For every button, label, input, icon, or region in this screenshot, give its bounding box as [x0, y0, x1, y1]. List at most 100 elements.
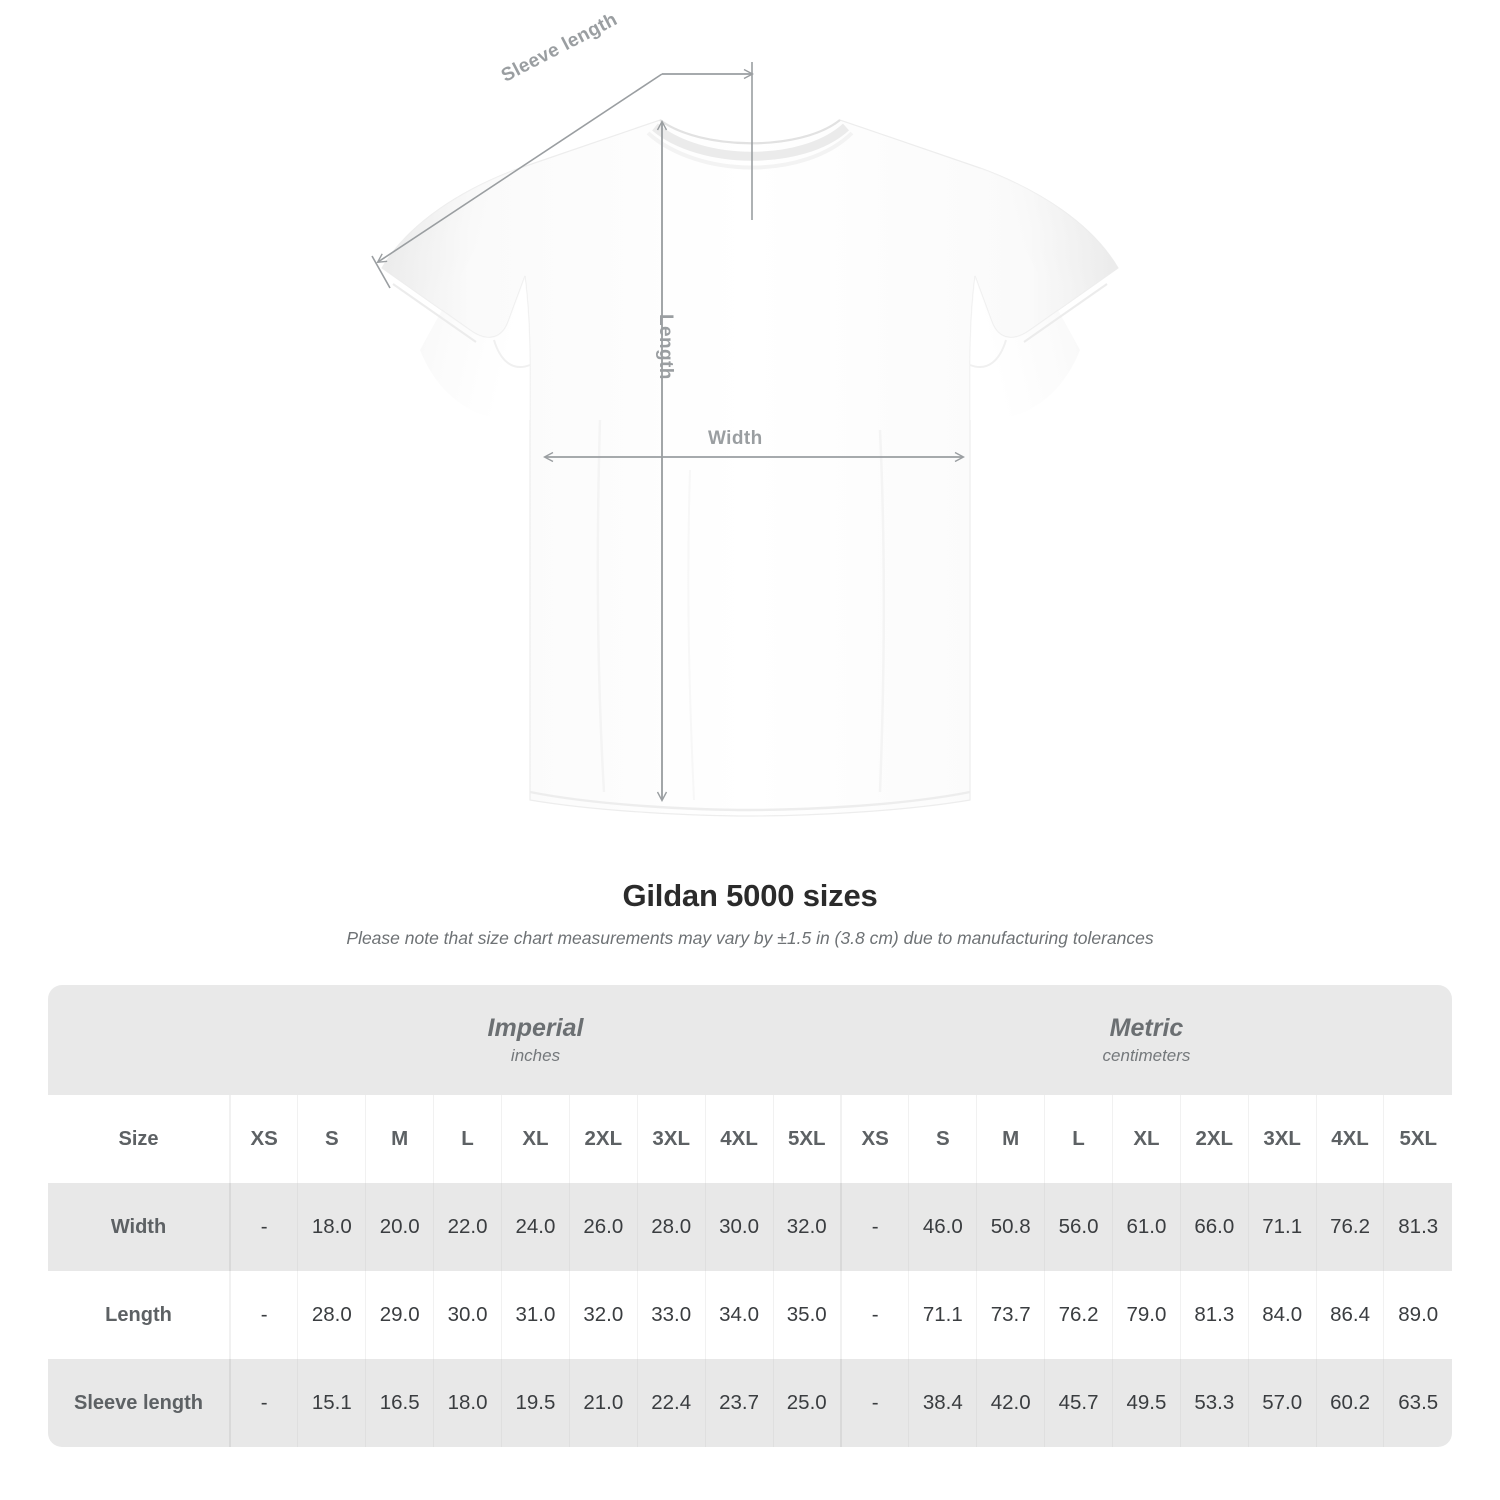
sleeve-tick-end: [371, 255, 391, 289]
cell-length-metric-xs: -: [839, 1271, 909, 1359]
cell-sleeve-length-imperial-l: 18.0: [433, 1359, 502, 1447]
cell-length-imperial-s: 28.0: [297, 1271, 366, 1359]
size-header-imperial-xl: XL: [501, 1095, 570, 1183]
size-corner-label: Size: [48, 1095, 230, 1183]
cell-width-imperial-l: 22.0: [433, 1183, 502, 1271]
cell-sleeve-length-metric-xs: -: [839, 1359, 909, 1447]
cell-length-imperial-4xl: 34.0: [704, 1271, 773, 1359]
cell-sleeve-length-metric-s: 38.4: [908, 1359, 977, 1447]
cell-length-metric-2xl: 81.3: [1179, 1271, 1249, 1359]
cell-length-imperial-m: 29.0: [365, 1271, 434, 1359]
size-header-imperial-2xl: 2XL: [568, 1095, 638, 1183]
cell-length-metric-4xl: 86.4: [1315, 1271, 1384, 1359]
cell-sleeve-length-metric-4xl: 60.2: [1315, 1359, 1384, 1447]
cell-width-metric-s: 46.0: [908, 1183, 977, 1271]
cell-sleeve-length-imperial-3xl: 22.4: [636, 1359, 706, 1447]
cell-length-imperial-2xl: 32.0: [568, 1271, 638, 1359]
cell-length-metric-m: 73.7: [976, 1271, 1045, 1359]
tshirt-measurement-diagram: Sleeve length Length Width: [371, 9, 1119, 817]
size-header-metric-5xl: 5XL: [1383, 1095, 1452, 1183]
cell-sleeve-length-imperial-2xl: 21.0: [568, 1359, 638, 1447]
size-table-body: Width -18.0 20.0 22.0 24.0 26.0 28.0 30.0 32.0-4…: [48, 1183, 1452, 1447]
size-header-metric-3xl: 3XL: [1247, 1095, 1317, 1183]
table-row: Length -28.0 29.0 30.0 31.0 32.0 33.0 34.0 35.0-…: [48, 1271, 1452, 1359]
cell-width-imperial-5xl: 32.0: [772, 1183, 841, 1271]
row-label-length: Length: [48, 1271, 230, 1359]
size-header-metric-2xl: 2XL: [1179, 1095, 1249, 1183]
row-label-width: Width: [48, 1183, 230, 1271]
row-label-sleeve-length: Sleeve length: [48, 1359, 230, 1447]
size-header-imperial-4xl: 4XL: [704, 1095, 773, 1183]
size-header-imperial-xs: XS: [229, 1095, 298, 1183]
size-header-metric-xl: XL: [1111, 1095, 1181, 1183]
table-row: Width -18.0 20.0 22.0 24.0 26.0 28.0 30.0 32.0-4…: [48, 1183, 1452, 1271]
size-header-imperial-m: M: [365, 1095, 434, 1183]
cell-sleeve-length-imperial-5xl: 25.0: [772, 1359, 841, 1447]
page-title: Gildan 5000 sizes: [622, 878, 878, 913]
cell-sleeve-length-imperial-xl: 19.5: [501, 1359, 570, 1447]
unit-sub-imperial: inches: [510, 1045, 561, 1065]
cell-width-imperial-xs: -: [229, 1183, 298, 1271]
sleeve-length-arrow: [376, 73, 663, 264]
dimension-lines: [371, 62, 965, 802]
size-chart-table: Imperial inches Metric centimeters Size X…: [48, 985, 1452, 1447]
unit-name-imperial: Imperial: [487, 1014, 584, 1043]
size-header-metric-xs: XS: [839, 1095, 909, 1183]
unit-header-spacer: [48, 985, 230, 1095]
size-header-metric-s: S: [908, 1095, 977, 1183]
cell-width-metric-4xl: 76.2: [1315, 1183, 1384, 1271]
cell-width-metric-xs: -: [839, 1183, 909, 1271]
cell-width-imperial-xl: 24.0: [501, 1183, 570, 1271]
cell-length-imperial-l: 30.0: [433, 1271, 502, 1359]
cell-length-imperial-5xl: 35.0: [772, 1271, 841, 1359]
cell-sleeve-length-metric-3xl: 57.0: [1247, 1359, 1317, 1447]
cell-length-metric-xl: 79.0: [1111, 1271, 1181, 1359]
cell-sleeve-length-metric-xl: 49.5: [1111, 1359, 1181, 1447]
table-row: Sleeve length -15.1 16.5 18.0 19.5 21.0 22.4 23…: [48, 1359, 1452, 1447]
cell-width-imperial-3xl: 28.0: [636, 1183, 706, 1271]
cell-width-imperial-2xl: 26.0: [568, 1183, 638, 1271]
unit-sub-metric: centimeters: [1102, 1045, 1191, 1065]
cell-sleeve-length-imperial-m: 16.5: [365, 1359, 434, 1447]
unit-name-metric: Metric: [1109, 1014, 1184, 1043]
cell-length-metric-3xl: 84.0: [1247, 1271, 1317, 1359]
tolerance-note: Please note that size chart measurements…: [346, 928, 1154, 948]
cell-length-imperial-xl: 31.0: [501, 1271, 570, 1359]
size-header-imperial-s: S: [297, 1095, 366, 1183]
cell-width-metric-3xl: 71.1: [1247, 1183, 1317, 1271]
size-header-row: Size XS S M L XL 2XL 3XL 4XL 5XL XS S M L XL 2XL 3XL 4XL 5…: [48, 1095, 1452, 1183]
cell-sleeve-length-metric-m: 42.0: [976, 1359, 1045, 1447]
cell-length-metric-5xl: 89.0: [1383, 1271, 1452, 1359]
tshirt-body-shape: [381, 119, 1119, 817]
cell-width-metric-5xl: 81.3: [1383, 1183, 1452, 1271]
cell-length-metric-s: 71.1: [908, 1271, 977, 1359]
cell-width-metric-xl: 61.0: [1111, 1183, 1181, 1271]
width-dimension-label: Width: [708, 428, 763, 449]
cell-width-metric-2xl: 66.0: [1179, 1183, 1249, 1271]
unit-header-metric: Metric centimeters: [840, 985, 1452, 1095]
unit-header-imperial: Imperial inches: [230, 985, 841, 1095]
cell-width-imperial-m: 20.0: [365, 1183, 434, 1271]
cell-width-imperial-s: 18.0: [297, 1183, 366, 1271]
size-header-imperial-l: L: [433, 1095, 502, 1183]
cell-sleeve-length-imperial-xs: -: [229, 1359, 298, 1447]
size-header-imperial-5xl: 5XL: [772, 1095, 841, 1183]
unit-header-row: Imperial inches Metric centimeters: [48, 985, 1452, 1095]
cell-width-metric-m: 50.8: [976, 1183, 1045, 1271]
cell-sleeve-length-metric-l: 45.7: [1044, 1359, 1113, 1447]
cell-width-metric-l: 56.0: [1044, 1183, 1113, 1271]
cell-length-imperial-3xl: 33.0: [636, 1271, 706, 1359]
size-header-metric-m: M: [976, 1095, 1045, 1183]
cell-sleeve-length-imperial-4xl: 23.7: [704, 1359, 773, 1447]
size-header-metric-4xl: 4XL: [1315, 1095, 1384, 1183]
size-header-imperial-3xl: 3XL: [636, 1095, 706, 1183]
cell-sleeve-length-imperial-s: 15.1: [297, 1359, 366, 1447]
size-header-metric-l: L: [1044, 1095, 1113, 1183]
cell-width-imperial-4xl: 30.0: [704, 1183, 773, 1271]
cell-length-imperial-xs: -: [229, 1271, 298, 1359]
length-dimension-label: Length: [655, 314, 676, 380]
cell-sleeve-length-metric-5xl: 63.5: [1383, 1359, 1452, 1447]
cell-length-metric-l: 76.2: [1044, 1271, 1113, 1359]
cell-sleeve-length-metric-2xl: 53.3: [1179, 1359, 1249, 1447]
